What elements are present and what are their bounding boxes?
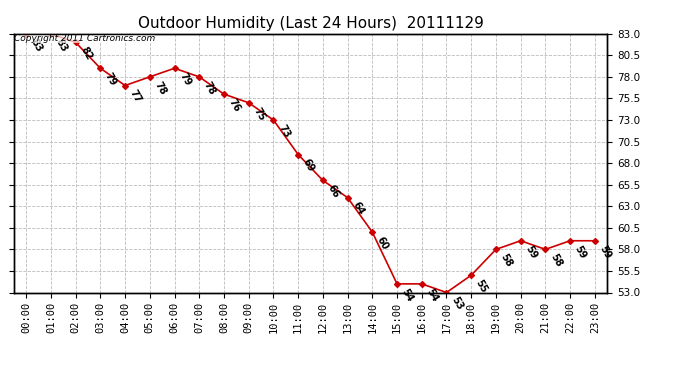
Text: 69: 69	[301, 157, 316, 174]
Text: 79: 79	[103, 71, 119, 88]
Text: 58: 58	[499, 252, 514, 269]
Text: 54: 54	[424, 286, 440, 303]
Text: 58: 58	[548, 252, 564, 269]
Text: 59: 59	[573, 243, 589, 260]
Text: 76: 76	[227, 97, 242, 114]
Text: 59: 59	[524, 243, 539, 260]
Title: Outdoor Humidity (Last 24 Hours)  20111129: Outdoor Humidity (Last 24 Hours) 2011112…	[137, 16, 484, 31]
Text: 64: 64	[351, 200, 366, 217]
Text: 75: 75	[251, 105, 267, 122]
Text: 78: 78	[202, 80, 217, 96]
Text: 78: 78	[152, 80, 168, 96]
Text: 77: 77	[128, 88, 144, 105]
Text: 59: 59	[598, 243, 613, 260]
Text: 54: 54	[400, 286, 415, 303]
Text: 82: 82	[79, 45, 94, 62]
Text: 83: 83	[54, 36, 69, 53]
Text: Copyright 2011 Cartronics.com: Copyright 2011 Cartronics.com	[14, 34, 155, 43]
Text: 83: 83	[29, 36, 44, 53]
Text: 53: 53	[449, 295, 464, 312]
Text: 60: 60	[375, 235, 391, 252]
Text: 66: 66	[326, 183, 341, 200]
Text: 79: 79	[177, 71, 193, 88]
Text: 73: 73	[276, 123, 292, 140]
Text: 55: 55	[474, 278, 489, 295]
